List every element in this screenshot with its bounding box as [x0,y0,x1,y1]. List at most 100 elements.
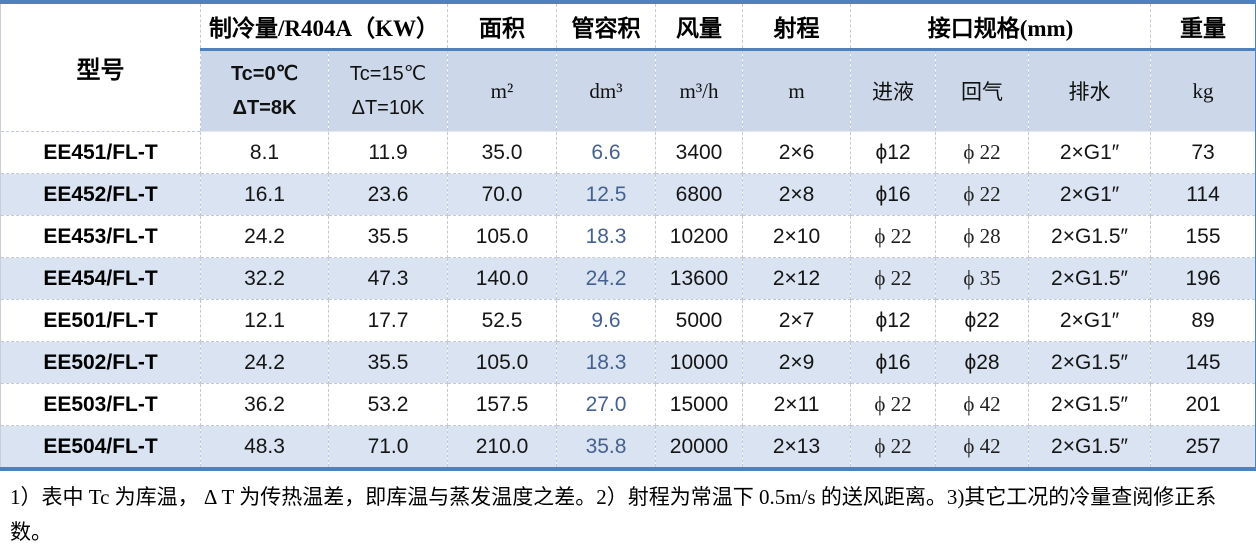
cell-weight: 201 [1151,384,1256,426]
header-connection-group: 接口规格(mm) [851,2,1151,50]
cell-cap-tc0: 24.2 [201,216,329,258]
cell-tube: 6.6 [557,132,656,174]
cell-gas: ϕ 22 [936,132,1029,174]
cell-air: 13600 [656,258,743,300]
cell-weight: 257 [1151,426,1256,470]
cell-drain: 2×G1.5″ [1029,216,1151,258]
header-tube-volume-unit: dm³ [557,50,656,132]
cell-tube: 18.3 [557,216,656,258]
cell-area: 105.0 [448,216,557,258]
cell-area: 35.0 [448,132,557,174]
cell-tube: 18.3 [557,342,656,384]
header-condition-tc0: Tc=0℃ ΔT=8K [201,50,329,132]
cell-drain: 2×G1″ [1029,174,1151,216]
header-condition-tc15: Tc=15℃ ΔT=10K [329,50,448,132]
cell-tube: 27.0 [557,384,656,426]
footnote: 1）表中 Tc 为库温， Δ T 为传热温差，即库温与蒸发温度之差。2）射程为常… [0,471,1246,549]
tc0-dt-label: ΔT=8K [201,98,328,119]
cell-drain: 2×G1.5″ [1029,342,1151,384]
cell-cap-tc0: 36.2 [201,384,329,426]
cell-throw: 2×11 [743,384,851,426]
header-gas-return: 回气 [936,50,1029,132]
cell-tube: 9.6 [557,300,656,342]
cell-weight: 155 [1151,216,1256,258]
header-liquid-in: 进液 [851,50,936,132]
cell-liquid: ϕ 22 [851,384,936,426]
cell-cap-tc15: 35.5 [329,216,448,258]
header-capacity-group: 制冷量/R404A（KW） [201,2,448,50]
cell-area: 52.5 [448,300,557,342]
header-area: 面积 [448,2,557,50]
cell-throw: 2×8 [743,174,851,216]
cell-area: 157.5 [448,384,557,426]
cell-air: 10000 [656,342,743,384]
cell-tube: 24.2 [557,258,656,300]
table-header: 型号 制冷量/R404A（KW） 面积 管容积 风量 射程 接口规格(mm) 重… [1,2,1256,132]
cell-liquid: ϕ16 [851,174,936,216]
cell-gas: ϕ22 [936,300,1029,342]
cell-cap-tc0: 8.1 [201,132,329,174]
cell-liquid: ϕ 22 [851,258,936,300]
cell-air: 5000 [656,300,743,342]
cell-liquid: ϕ16 [851,342,936,384]
cell-cap-tc0: 32.2 [201,258,329,300]
cell-area: 70.0 [448,174,557,216]
cell-liquid: ϕ 22 [851,216,936,258]
header-weight-unit: kg [1151,50,1256,132]
cell-cap-tc15: 17.7 [329,300,448,342]
cell-model: EE502/FL-T [1,342,201,384]
cell-model: EE452/FL-T [1,174,201,216]
cell-air: 15000 [656,384,743,426]
cell-throw: 2×6 [743,132,851,174]
cell-cap-tc15: 23.6 [329,174,448,216]
cell-model: EE453/FL-T [1,216,201,258]
cell-drain: 2×G1.5″ [1029,426,1151,470]
cell-air: 6800 [656,174,743,216]
cell-liquid: ϕ12 [851,300,936,342]
cell-cap-tc15: 71.0 [329,426,448,470]
cell-cap-tc0: 24.2 [201,342,329,384]
header-drain: 排水 [1029,50,1151,132]
header-tube-volume: 管容积 [557,2,656,50]
tc15-dt-label: ΔT=10K [329,98,447,119]
cell-gas: ϕ 28 [936,216,1029,258]
cell-gas: ϕ 42 [936,384,1029,426]
header-area-unit: m² [448,50,557,132]
spec-table: 型号 制冷量/R404A（KW） 面积 管容积 风量 射程 接口规格(mm) 重… [0,0,1256,471]
cell-throw: 2×9 [743,342,851,384]
cell-drain: 2×G1.5″ [1029,384,1151,426]
header-throw-unit: m [743,50,851,132]
cell-cap-tc15: 35.5 [329,342,448,384]
cell-throw: 2×13 [743,426,851,470]
cell-gas: ϕ 22 [936,174,1029,216]
cell-gas: ϕ 35 [936,258,1029,300]
cell-gas: ϕ 42 [936,426,1029,470]
cell-tube: 35.8 [557,426,656,470]
cell-drain: 2×G1″ [1029,132,1151,174]
cell-drain: 2×G1.5″ [1029,258,1151,300]
cell-cap-tc15: 11.9 [329,132,448,174]
cell-weight: 114 [1151,174,1256,216]
cell-area: 210.0 [448,426,557,470]
cell-cap-tc15: 47.3 [329,258,448,300]
header-model: 型号 [1,2,201,132]
cell-weight: 89 [1151,300,1256,342]
cell-cap-tc0: 16.1 [201,174,329,216]
tc15-temp-label: Tc=15℃ [329,64,447,85]
cell-throw: 2×10 [743,216,851,258]
cell-cap-tc0: 12.1 [201,300,329,342]
cell-weight: 196 [1151,258,1256,300]
cell-area: 105.0 [448,342,557,384]
cell-throw: 2×7 [743,300,851,342]
cell-cap-tc15: 53.2 [329,384,448,426]
tc0-temp-label: Tc=0℃ [201,64,328,85]
cell-air: 20000 [656,426,743,470]
